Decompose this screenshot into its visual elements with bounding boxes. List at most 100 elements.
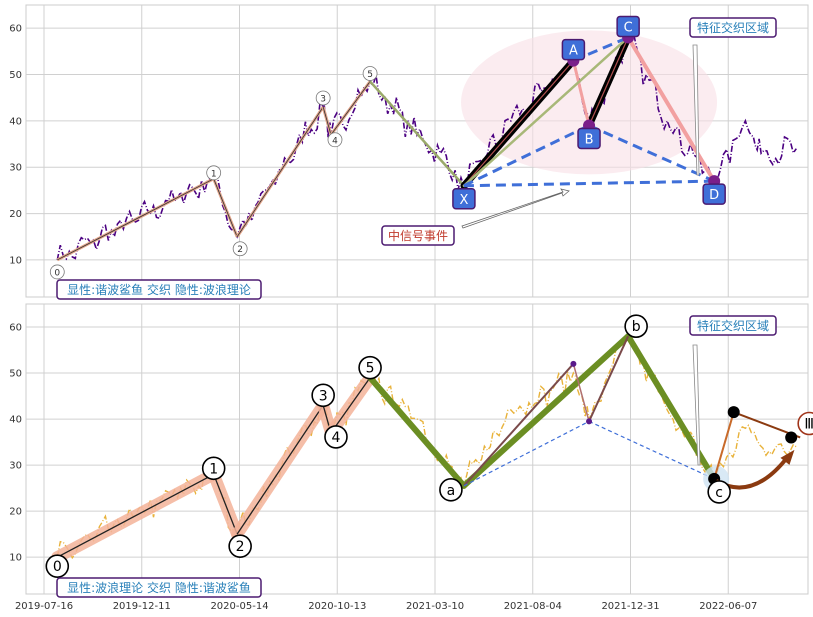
wave-label-circle <box>358 355 382 380</box>
panel-top: 10 20 30 40 50 60 0 1 2 3 4 5 X A B C D 中信号事件 特征交织区域显性:谐波鲨… <box>9 4 809 300</box>
wave-leg <box>236 404 324 535</box>
legend-box <box>56 577 262 598</box>
x-tick-label: 2022-06-07 <box>699 601 757 612</box>
harmonic-leg-bc-inner <box>588 36 629 127</box>
wave-leg <box>57 178 214 261</box>
hidden-leg-ab <box>572 363 590 422</box>
harmonic-label-box <box>452 188 476 210</box>
wave-label-circle <box>206 165 222 181</box>
hidden-marker <box>570 360 577 367</box>
price-line <box>56 332 797 560</box>
wave-label: Ⅲ <box>804 416 813 432</box>
wave-label-circle <box>232 241 248 257</box>
plot-area <box>25 303 809 595</box>
x-tick-label: 2019-07-16 <box>15 601 73 612</box>
harmonic-label: B <box>585 133 594 148</box>
harmonic-label-box <box>577 127 601 150</box>
wave-label: 2 <box>237 245 243 255</box>
wave-leg <box>322 106 332 135</box>
wave-label: a <box>447 483 456 499</box>
wave-label-circle <box>228 534 252 558</box>
wave-leg-5x <box>369 80 465 187</box>
harmonic-label-box <box>702 183 726 205</box>
harmonic-label-box <box>561 38 586 61</box>
harmonic-dash-bd <box>588 124 715 183</box>
wave-label: 5 <box>367 70 373 80</box>
wave-label: c <box>715 485 723 501</box>
y-tick-label: 50 <box>9 369 22 380</box>
y-tick-label: 40 <box>9 415 22 426</box>
x-tick-label: 2021-12-31 <box>601 601 659 612</box>
y-tick-label: 30 <box>9 461 22 472</box>
legend-text: 显性:谐波鲨鱼 交织 隐性:波浪理论 <box>67 282 251 297</box>
wave-label: 1 <box>209 461 218 477</box>
wave-label-circle <box>327 132 343 148</box>
wave-leg <box>236 106 324 237</box>
projection-marker <box>727 406 740 419</box>
wave-label-circle <box>439 478 463 502</box>
wave-leg <box>330 377 371 434</box>
wave-label: 2 <box>236 539 245 555</box>
y-tick-label: 10 <box>9 553 22 564</box>
x-tick-label: 2021-08-04 <box>504 601 562 612</box>
x-tick-label: 2019-12-11 <box>113 601 171 612</box>
wave-leg <box>213 474 238 535</box>
x-tick-label: 2020-10-13 <box>308 601 366 612</box>
wave-leg <box>56 473 214 558</box>
wave-label: 0 <box>53 559 62 575</box>
harmonic-label: D <box>709 188 719 203</box>
wave-label: 3 <box>320 94 326 104</box>
wave-leg-ab <box>460 333 632 489</box>
wave-leg-5a <box>367 374 467 489</box>
hidden-dash-xb <box>463 420 590 487</box>
hidden-leg-bc <box>588 335 630 422</box>
wave-leg <box>213 178 238 237</box>
harmonic-leg-xc <box>462 36 630 188</box>
harmonic-dash-xd <box>463 179 715 188</box>
y-tick-label: 40 <box>9 116 22 127</box>
wave-label-circle <box>797 411 813 436</box>
feature-pointer <box>692 44 700 176</box>
x-tick-label: 2020-05-14 <box>210 601 268 612</box>
wave-label-circle <box>624 314 648 339</box>
harmonic-label: X <box>459 193 468 208</box>
projection-arrowhead <box>780 449 795 465</box>
feature-label: 特征交织区域 <box>697 318 769 333</box>
wave-leg <box>330 81 371 136</box>
wave-label-circle <box>45 554 70 578</box>
harmonic-leg-cd <box>626 35 717 184</box>
y-tick-label: 10 <box>9 255 22 266</box>
y-tick-label: 60 <box>9 24 22 35</box>
wave-label-circle <box>49 264 65 280</box>
hidden-marker <box>586 418 593 425</box>
wave-label: b <box>632 319 641 335</box>
wave-label-circle <box>324 425 348 449</box>
harmonic-leg-xa-inner <box>463 60 575 187</box>
feature-label-box <box>689 17 777 38</box>
hidden-leg-xa <box>463 363 575 487</box>
legend-box <box>56 279 262 300</box>
feature-label: 特征交织区域 <box>697 20 769 35</box>
feature-region <box>461 30 718 175</box>
harmonic-label: C <box>624 20 633 35</box>
x-tick-label: 2021-03-10 <box>406 601 464 612</box>
plot-area <box>25 4 809 298</box>
y-tick-label: 20 <box>9 209 22 220</box>
wave-label-circle <box>311 383 335 408</box>
projection-marker <box>785 431 798 444</box>
feature-label-box <box>689 315 777 336</box>
legend-text: 显性:波浪理论 交织 隐性:谐波鲨鱼 <box>67 580 251 595</box>
harmonic-leg-ab <box>571 59 591 128</box>
harmonic-label: A <box>569 44 578 59</box>
event-arrow <box>461 188 570 229</box>
wave-label: 1 <box>211 169 217 179</box>
projection-leg-1 <box>713 411 735 480</box>
y-tick-label: 60 <box>9 323 22 334</box>
event-label-box <box>381 225 455 246</box>
wave-label: 0 <box>54 268 60 278</box>
feature-pointer <box>692 344 701 466</box>
wave-label: 4 <box>332 430 341 446</box>
